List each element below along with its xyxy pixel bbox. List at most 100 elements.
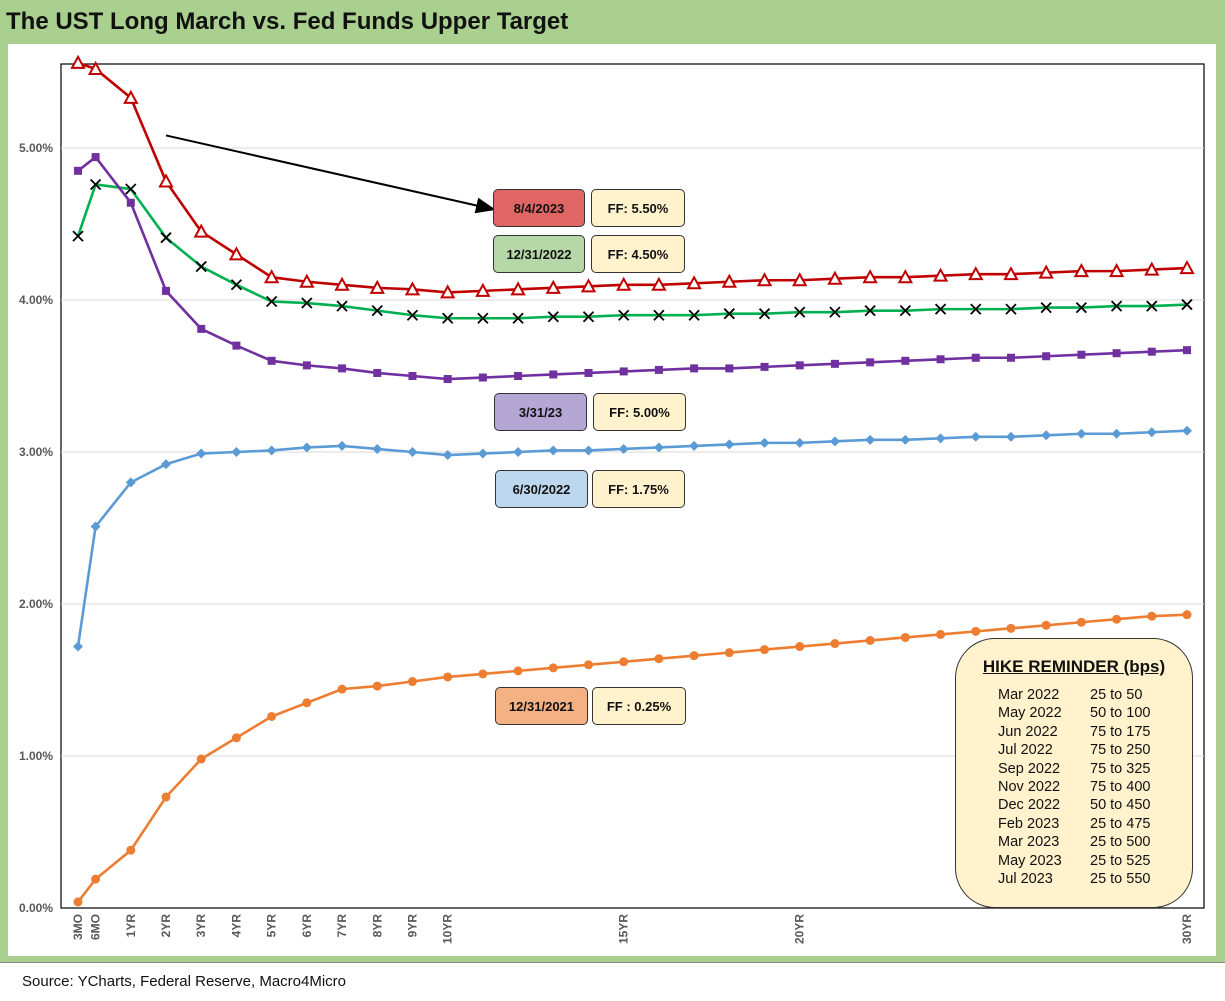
data-point [162, 286, 171, 295]
data-point [160, 232, 172, 244]
y-tick-label: 5.00% [19, 141, 53, 155]
data-point [475, 282, 491, 297]
data-point [1183, 346, 1191, 355]
data-point [477, 312, 489, 324]
data-point [299, 273, 315, 288]
data-point [197, 324, 206, 333]
chart-title: The UST Long March vs. Fed Funds Upper T… [6, 8, 569, 35]
data-point [1075, 301, 1088, 314]
data-point [196, 448, 207, 459]
x-tick-label: 3MO [71, 914, 85, 940]
data-point [510, 281, 526, 296]
data-point [721, 273, 738, 288]
data-point [760, 362, 769, 371]
x-tick-label: 10YR [441, 914, 455, 944]
data-point [865, 434, 876, 445]
data-point [792, 272, 808, 287]
data-point [513, 447, 524, 457]
data-point [514, 372, 523, 380]
tag-ff-dec2022: FF: 4.50% [591, 235, 685, 273]
data-point [690, 364, 699, 373]
data-point [373, 368, 382, 377]
data-point [1041, 620, 1051, 630]
data-point [1040, 301, 1052, 314]
hike-range: 75 to 250 [1090, 742, 1151, 759]
data-point [723, 308, 735, 320]
data-point [442, 312, 454, 324]
data-point [512, 312, 524, 324]
data-point [70, 54, 86, 69]
hike-range: 25 to 50 [1090, 687, 1143, 703]
data-point [548, 663, 558, 673]
data-point [618, 443, 629, 454]
data-point [334, 276, 350, 291]
data-point [758, 308, 771, 320]
hike-range: 75 to 175 [1090, 723, 1151, 740]
data-point [443, 672, 453, 682]
hike-row: Feb 2023 25 to 475 [998, 816, 1178, 834]
hike-row: Nov 2022 75 to 400 [998, 779, 1178, 797]
data-point [899, 305, 911, 317]
data-point [195, 260, 207, 273]
y-tick-label: 2.00% [19, 597, 53, 611]
hike-month: Mar 2023 [998, 834, 1060, 851]
data-point [689, 440, 700, 451]
data-point [548, 445, 559, 456]
data-point [547, 311, 559, 323]
data-point [1005, 431, 1016, 442]
data-point [1182, 425, 1192, 436]
data-point [1073, 263, 1090, 278]
data-point [72, 230, 84, 242]
data-point [864, 305, 876, 317]
data-point [795, 642, 805, 652]
data-point [900, 434, 911, 445]
data-point [372, 681, 382, 691]
data-point [265, 295, 278, 308]
data-point [336, 300, 348, 312]
data-point [407, 447, 418, 457]
data-point [1147, 347, 1156, 356]
data-point [971, 353, 980, 362]
data-point [337, 440, 348, 451]
data-point [970, 431, 981, 442]
data-point [756, 272, 773, 287]
data-point [266, 445, 277, 456]
data-point [934, 303, 947, 315]
data-point [794, 437, 805, 448]
data-point [549, 370, 558, 379]
data-point [231, 733, 241, 743]
data-point [263, 269, 280, 284]
hike-month: Mar 2022 [998, 687, 1060, 703]
hike-month: May 2022 [998, 705, 1062, 722]
data-point [372, 443, 383, 454]
data-point [477, 448, 488, 459]
data-point [301, 297, 313, 309]
hike-reminder-list: Mar 2022 25 to 50 May 2022 50 to 100 Jun 2… [998, 687, 1178, 889]
data-point [1146, 300, 1158, 312]
x-tick-label: 2YR [159, 914, 173, 938]
data-point [302, 698, 312, 708]
data-point [545, 279, 561, 294]
data-point [724, 648, 734, 658]
data-point [513, 666, 523, 676]
data-point [1146, 427, 1157, 438]
data-point [968, 266, 984, 281]
hike-month: Jul 2022 [998, 742, 1053, 759]
data-point [618, 309, 630, 321]
hike-range: 25 to 525 [1090, 852, 1151, 869]
hike-range: 75 to 400 [1090, 778, 1151, 795]
hike-month: Nov 2022 [998, 778, 1061, 795]
data-point [193, 223, 209, 238]
x-tick-label: 1YR [124, 914, 138, 938]
data-point [1005, 303, 1017, 315]
data-point [1042, 352, 1051, 361]
data-point [443, 375, 452, 384]
hike-row: May 2022 50 to 100 [998, 705, 1178, 723]
tag-date-dec2021: 12/31/2021 [495, 687, 588, 725]
data-point [866, 358, 875, 367]
data-point [654, 654, 664, 664]
data-point [338, 364, 347, 373]
data-point [1006, 353, 1015, 362]
data-point [91, 153, 100, 162]
hike-range: 50 to 100 [1090, 705, 1151, 722]
